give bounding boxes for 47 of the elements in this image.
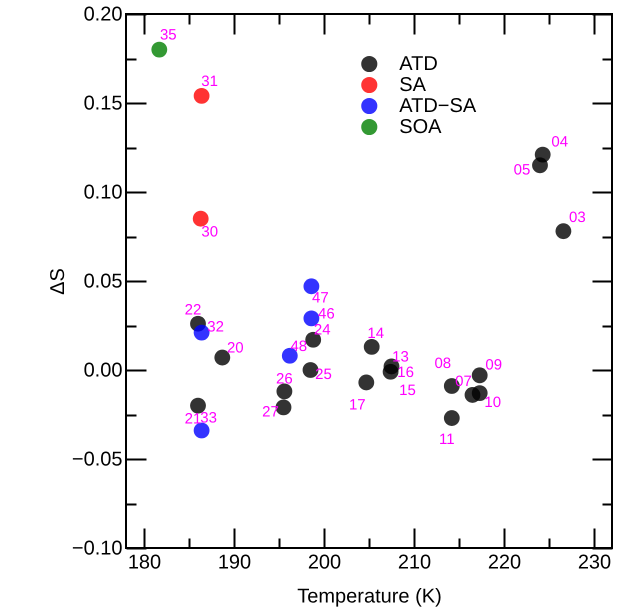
- annotation: 17: [348, 396, 366, 414]
- y-tick-label: 0.15: [84, 92, 122, 114]
- annotation: 09: [485, 356, 502, 374]
- annotation: 13: [392, 348, 409, 366]
- x-axis-title: Temperature (K): [297, 586, 442, 608]
- legend-label: SA: [399, 74, 427, 96]
- annotation: 32: [207, 318, 224, 336]
- x-tick-label: 210: [398, 552, 432, 574]
- annotation: 26: [276, 370, 293, 388]
- y-tick-label: 0.00: [84, 360, 122, 382]
- x-tick-label: 190: [218, 552, 252, 574]
- annotation: 11: [439, 431, 455, 448]
- annotation: 30: [201, 224, 218, 241]
- annotation: 21: [184, 410, 202, 428]
- y-axis-title: ΔS: [46, 268, 69, 295]
- annotation: 47: [312, 289, 329, 306]
- annotation: 04: [551, 134, 568, 151]
- annotation: 33: [200, 410, 217, 427]
- x-tick-label: 220: [488, 552, 522, 574]
- annotation: 05: [514, 161, 530, 178]
- annotation: 10: [484, 394, 502, 412]
- annotation: 07: [455, 372, 472, 390]
- annotation: 20: [226, 340, 244, 357]
- annotation: 16: [397, 364, 414, 381]
- annotation: 15: [399, 382, 416, 399]
- annotation: 08: [434, 355, 452, 372]
- x-tick-label: 230: [578, 552, 612, 574]
- annotation: 48: [290, 338, 308, 355]
- legend-label: SOA: [399, 116, 442, 138]
- annotation: 03: [569, 209, 586, 226]
- x-tick-label: 180: [128, 552, 162, 574]
- annotation: 22: [184, 302, 202, 319]
- annotation: 14: [367, 324, 384, 342]
- annotation: 24: [314, 322, 331, 339]
- annotation: 25: [315, 366, 332, 383]
- y-tick-label: 0.10: [84, 182, 122, 204]
- annotation: 27: [262, 403, 279, 420]
- annotation: 31: [201, 72, 218, 90]
- y-tick-label: 0.05: [84, 270, 122, 292]
- y-tick-label: 0.20: [84, 4, 122, 26]
- x-tick-label: 200: [308, 552, 342, 574]
- y-tick-label: −0.05: [72, 448, 122, 470]
- legend-label: ATD: [399, 53, 438, 75]
- annotation: 46: [318, 305, 335, 322]
- annotation: 35: [160, 26, 177, 44]
- legend-label: ATD−SA: [399, 95, 477, 117]
- y-tick-label: −0.10: [72, 538, 122, 560]
